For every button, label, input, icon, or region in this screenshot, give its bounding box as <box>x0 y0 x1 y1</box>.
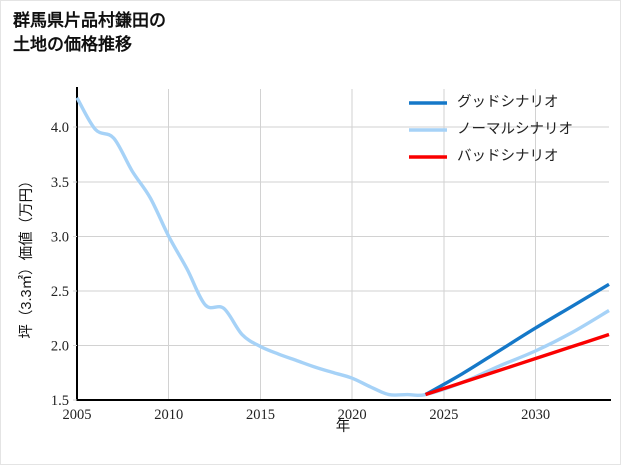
x-tick-label: 2025 <box>429 407 458 423</box>
x-tick-label: 2015 <box>246 407 275 423</box>
y-tick-label: 1.5 <box>51 393 69 409</box>
legend-label: バッドシナリオ <box>457 148 559 164</box>
x-tick-labels: 2005 2010 2015 2020 2025 2030 <box>63 407 551 423</box>
chart-axes <box>73 87 611 402</box>
y-axis-title: 坪（3.3㎡）価値（万円） <box>18 173 35 338</box>
x-tick-label: 2030 <box>521 407 550 423</box>
y-tick-label: 3.0 <box>51 229 69 245</box>
legend-label: グッドシナリオ <box>457 93 559 110</box>
x-tick-label: 2005 <box>63 407 92 423</box>
y-tick-label: 2.5 <box>51 284 69 300</box>
y-tick-labels: 1.5 2.0 2.5 3.0 3.5 4.0 <box>51 120 69 409</box>
data-series-group <box>75 96 610 398</box>
y-tick-label: 2.0 <box>51 338 69 354</box>
page-title: 群馬県片品村鎌田の 土地の価格推移 <box>13 11 166 55</box>
series-line-good <box>424 282 610 397</box>
series-line-bad <box>425 332 610 397</box>
x-axis-title: 年 <box>336 418 351 435</box>
x-tick-label: 2010 <box>154 407 183 423</box>
y-tick-label: 4.0 <box>51 120 69 136</box>
x-tick-label: 2020 <box>338 407 367 423</box>
series-line-normal <box>75 96 610 398</box>
y-tick-label: 3.5 <box>51 175 69 191</box>
legend-label: ノーマルシナリオ <box>457 121 573 137</box>
